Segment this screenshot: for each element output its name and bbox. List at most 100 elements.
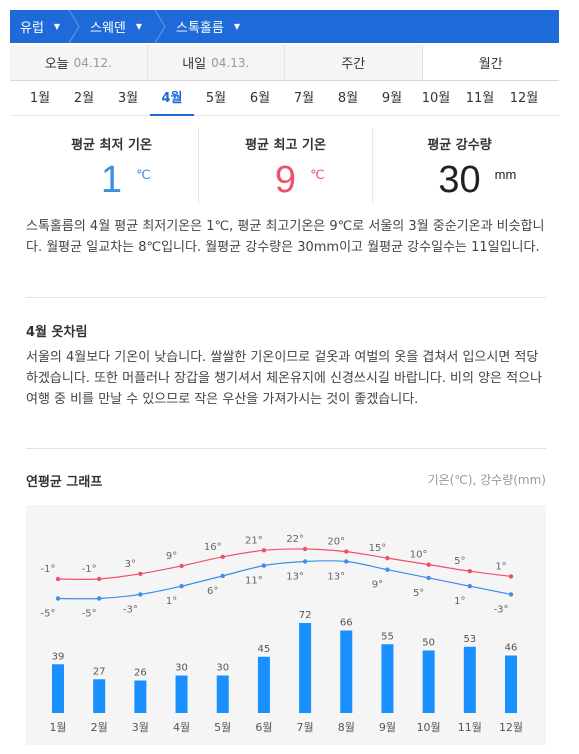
max-temp-point [385, 555, 390, 561]
month-item[interactable]: 8월 [337, 90, 359, 106]
monthly-stats: 평균 최저 기온 1 ℃ 평균 최고 기온 9 ℃ 평균 강수량 30 mm [25, 128, 546, 204]
max-temp-label: 9° [166, 551, 177, 562]
min-temp-line [57, 560, 512, 600]
month-item[interactable]: 5월 [205, 90, 227, 106]
max-temp-label: 20° [327, 537, 345, 548]
min-temp-label: 13° [286, 572, 304, 583]
min-temp-point [344, 559, 349, 564]
month-item[interactable]: 12월 [509, 90, 539, 106]
min-temp-label: -3° [123, 604, 138, 615]
stat-min-unit: ℃ [136, 167, 151, 182]
rain-bar [505, 655, 517, 713]
max-temp-point [96, 576, 102, 582]
month-item[interactable]: 2월 [73, 90, 95, 106]
month-item[interactable]: 11월 [465, 90, 495, 106]
stat-rain-title: 평균 강수량 [427, 138, 492, 153]
tab-today[interactable]: 오늘 04.12. [10, 45, 148, 80]
rain-bar [257, 656, 270, 713]
tab-monthly[interactable]: 월간 [422, 45, 559, 80]
month-tick-label: 2월 [91, 721, 108, 734]
stat-rain-number: 30 [438, 159, 481, 201]
min-temp-point [302, 559, 308, 564]
rain-label: 39 [52, 651, 65, 662]
graph-units: 기온(℃), 강수량(mm) [427, 473, 546, 487]
max-temp-label: 21° [245, 535, 263, 546]
breadcrumb-country[interactable]: 스웨덴 ▼ [80, 10, 166, 43]
min-temp-label: 1° [454, 596, 465, 607]
max-temp-label: -1° [41, 564, 56, 575]
min-temp-point [55, 596, 61, 601]
month-tick-label: 3월 [132, 721, 149, 734]
rain-label: 46 [505, 643, 518, 654]
rain-bar [299, 623, 312, 713]
tab-today-date: 04.12. [73, 55, 112, 70]
rain-label: 72 [299, 610, 312, 621]
rain-label: 27 [93, 666, 106, 677]
tab-weekly-label: 주간 [341, 57, 366, 72]
rain-label: 55 [381, 631, 394, 642]
tab-tomorrow[interactable]: 내일 04.13. [147, 45, 285, 80]
chevron-separator-icon [68, 10, 80, 43]
max-temp-label: 1° [495, 561, 506, 572]
rain-bar [422, 650, 435, 713]
max-temp-point [302, 546, 308, 552]
min-temp-label: 1° [166, 596, 177, 607]
caret-down-icon: ▼ [233, 22, 240, 31]
breadcrumb-country-label: 스웨덴 [90, 21, 126, 36]
min-temp-point [220, 573, 225, 579]
chevron-separator-icon [154, 10, 166, 43]
max-temp-point [344, 549, 349, 554]
month-item[interactable]: 7월 [293, 90, 315, 106]
max-temp-label: -1° [82, 564, 97, 575]
max-temp-point [179, 563, 184, 569]
tab-weekly[interactable]: 주간 [285, 45, 423, 80]
min-temp-point [385, 567, 390, 572]
forecast-tabs: 오늘 04.12. 내일 04.13. 주간 월간 [10, 45, 559, 81]
rain-bar [340, 630, 353, 713]
max-temp-line [57, 548, 512, 580]
rain-label: 26 [134, 668, 147, 679]
stat-min-value: 1 ℃ [100, 159, 151, 202]
month-item[interactable]: 10월 [421, 90, 451, 106]
stat-min-number: 1 [100, 159, 123, 201]
rain-label: 30 [175, 663, 188, 674]
min-temp-label: -5° [41, 609, 56, 620]
annual-graph: -1° -1° 3° 9° 16° 21° 22° 20° 15° 10° 5° 1° -5° -5° -3… [26, 505, 546, 745]
tab-tomorrow-date: 04.13. [211, 55, 250, 70]
rain-bar [216, 675, 229, 713]
breadcrumb: 유럽 ▼ 스웨덴 ▼ 스톡홀름 ▼ [10, 10, 559, 43]
month-item[interactable]: 4월 [150, 83, 194, 116]
month-item[interactable]: 3월 [117, 90, 139, 106]
month-tick-label: 11월 [458, 721, 482, 734]
max-temp-point [261, 548, 267, 553]
stat-max-temp: 평균 최고 기온 9 ℃ [199, 128, 373, 204]
min-temp-point [508, 592, 514, 597]
month-selector: 1월 2월 3월 4월 5월 6월 7월 8월 9월 10월 11월 12월 [10, 83, 559, 116]
max-temp-point [508, 574, 514, 579]
month-item[interactable]: 9월 [381, 90, 403, 106]
month-item[interactable]: 1월 [29, 90, 51, 106]
stat-max-value: 9 ℃ [274, 159, 325, 202]
breadcrumb-city-label: 스톡홀름 [176, 21, 224, 36]
min-temp-label: 9° [372, 580, 383, 591]
divider [26, 448, 546, 449]
breadcrumb-city[interactable]: 스톡홀름 ▼ [166, 10, 266, 43]
breadcrumb-continent[interactable]: 유럽 ▼ [10, 10, 80, 43]
month-tick-label: 5월 [214, 721, 231, 734]
max-temp-label: 16° [204, 542, 222, 553]
caret-down-icon: ▼ [135, 22, 143, 31]
max-temp-point [55, 576, 61, 582]
rain-label: 53 [463, 634, 476, 645]
stat-max-number: 9 [274, 159, 297, 201]
stat-rain-value: 30 mm [438, 159, 516, 202]
min-temp-point [179, 583, 184, 589]
min-temp-point [96, 596, 102, 601]
rain-bar [463, 646, 476, 713]
graph-title: 연평균 그래프 [26, 475, 103, 490]
stat-rain: 평균 강수량 30 mm [373, 128, 546, 204]
min-temp-point [467, 583, 473, 589]
max-temp-point [138, 571, 143, 576]
month-item[interactable]: 6월 [249, 90, 271, 106]
rain-bar [93, 679, 106, 713]
rain-bar [52, 664, 64, 713]
